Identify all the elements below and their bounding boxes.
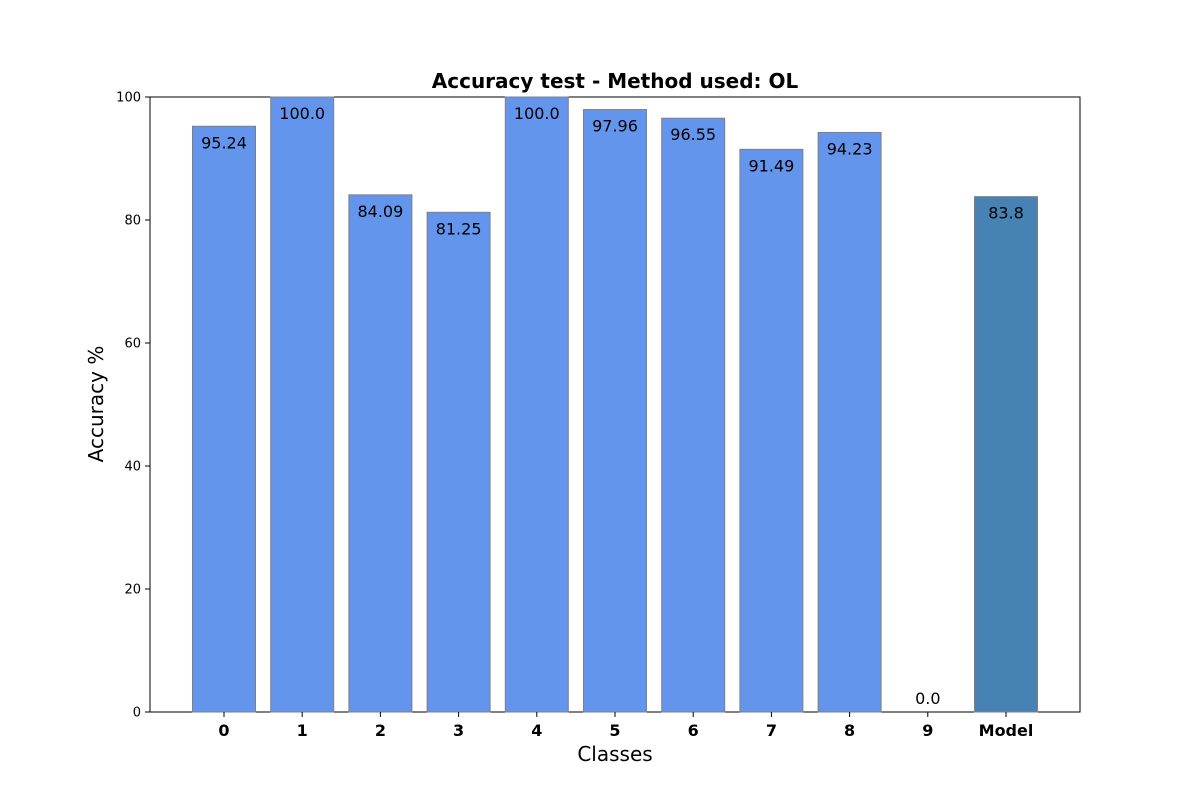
x-tick-label: 8 (844, 721, 855, 740)
bar-model (974, 196, 1038, 713)
bar-1 (270, 96, 335, 713)
bar-0 (192, 125, 256, 713)
x-tick-label: 7 (766, 721, 777, 740)
x-tick-label: Model (979, 721, 1034, 740)
bar-value-label: 95.24 (201, 133, 247, 152)
y-tick-label: 20 (124, 583, 141, 598)
chart-title: Accuracy test - Method used: OL (432, 69, 799, 93)
bar-4 (504, 96, 569, 713)
x-tick-label: 6 (688, 721, 699, 740)
bar-value-label: 94.23 (827, 139, 873, 158)
bars (192, 96, 1038, 713)
bar-5 (583, 109, 647, 713)
y-axis-ticks: 0 20 40 60 80 100 (116, 91, 150, 721)
y-tick-label: 0 (133, 706, 141, 721)
bar-6 (661, 117, 726, 713)
x-tick-label: 9 (922, 721, 933, 740)
bar-value-label: 100.0 (514, 104, 560, 123)
bar-8 (817, 131, 882, 713)
x-tick-label: 0 (218, 721, 229, 740)
x-tick-label: 2 (375, 721, 386, 740)
bar-value-label: 81.25 (436, 219, 482, 238)
bar-value-label: 0.0 (915, 689, 940, 708)
bar-value-label: 84.09 (357, 202, 403, 221)
bar-value-labels: 95.24 100.0 84.09 81.25 100.0 97.96 96.55 91.49… (201, 104, 1024, 708)
bar-3 (426, 211, 491, 713)
bar-2 (348, 194, 413, 713)
y-axis-label: Accuracy % (84, 346, 108, 463)
x-tick-label: 5 (609, 721, 620, 740)
x-axis-label: Classes (577, 742, 652, 766)
x-tick-label: 4 (531, 721, 542, 740)
y-tick-label: 80 (124, 214, 141, 229)
bar-value-label: 97.96 (592, 117, 638, 136)
y-tick-label: 40 (124, 460, 141, 475)
bar-7 (739, 148, 804, 713)
bar-value-label: 91.49 (748, 156, 794, 175)
y-tick-label: 100 (116, 91, 141, 106)
x-axis-ticks: 0 1 2 3 4 5 6 7 8 9 Model (218, 712, 1033, 740)
x-tick-label: 1 (297, 721, 308, 740)
y-tick-label: 60 (124, 337, 141, 352)
bar-value-label: 96.55 (670, 125, 716, 144)
bar-value-label: 100.0 (279, 104, 325, 123)
x-tick-label: 3 (453, 721, 464, 740)
bar-value-label: 83.8 (988, 204, 1024, 223)
